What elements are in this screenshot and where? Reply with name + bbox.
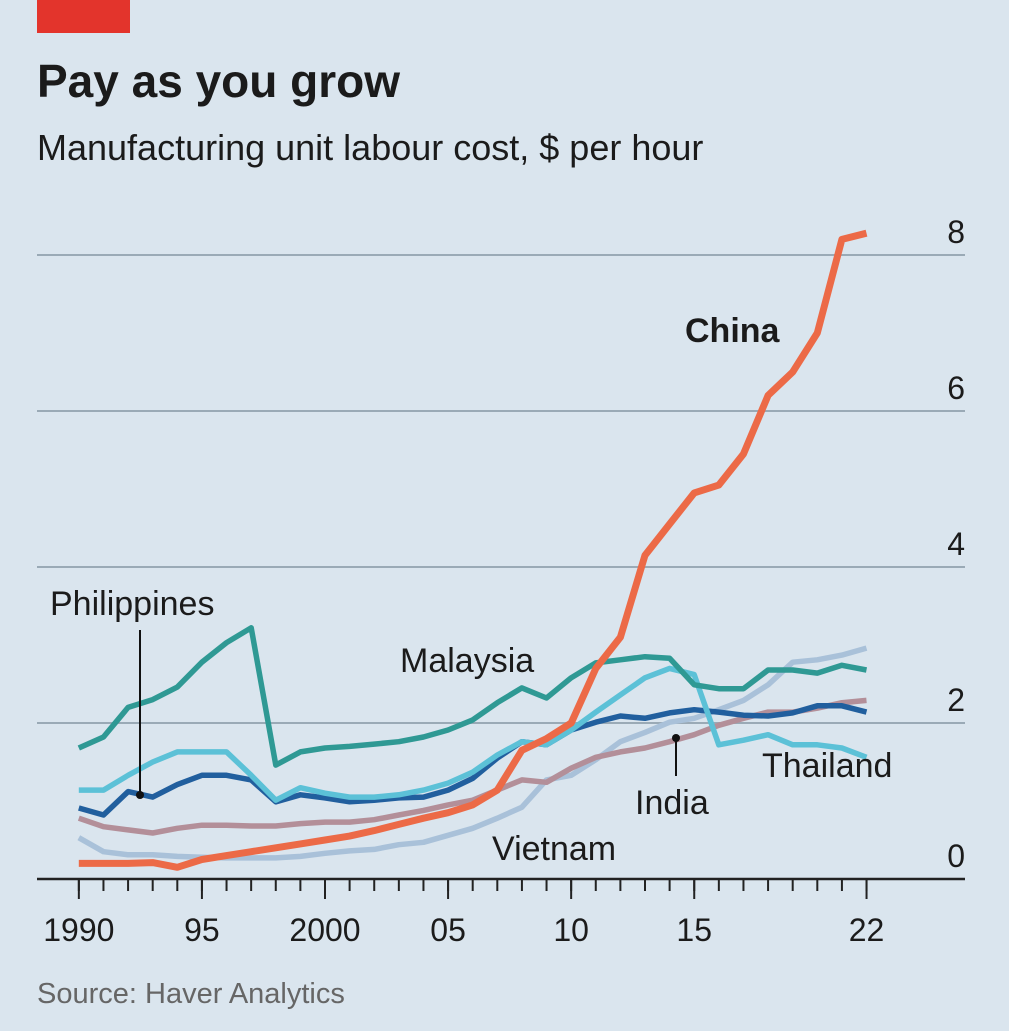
x-tick-label: 22 [849,912,885,948]
series-label: Vietnam [492,830,616,868]
y-tick-label: 0 [947,838,965,874]
series-label: Thailand [762,747,892,785]
leader-dot [672,734,680,742]
x-tick-label: 05 [430,912,466,948]
x-tick-label: 95 [184,912,220,948]
series-label: Philippines [50,585,214,623]
leader-dot [136,791,144,799]
series-line [77,625,868,768]
y-tick-label: 8 [947,214,965,250]
y-tick-label: 6 [947,370,965,406]
series-label: China [685,312,781,350]
red-tag [37,0,130,33]
x-tick-label: 15 [676,912,712,948]
series-label: Malaysia [400,642,534,680]
series-line [77,697,867,836]
chart-title: Pay as you grow [37,55,400,107]
series-label: India [635,784,709,822]
x-tick-label: 2000 [289,912,360,948]
x-tick-label: 1990 [43,912,114,948]
series-line [78,229,868,871]
y-tick-label: 2 [947,682,965,718]
x-tick-label: 10 [553,912,589,948]
source: Source: Haver Analytics [37,978,345,1010]
series-line [78,665,868,803]
y-tick-label: 4 [947,526,965,562]
chart-subtitle: Manufacturing unit labour cost, $ per ho… [37,127,703,168]
series-line [78,703,868,818]
